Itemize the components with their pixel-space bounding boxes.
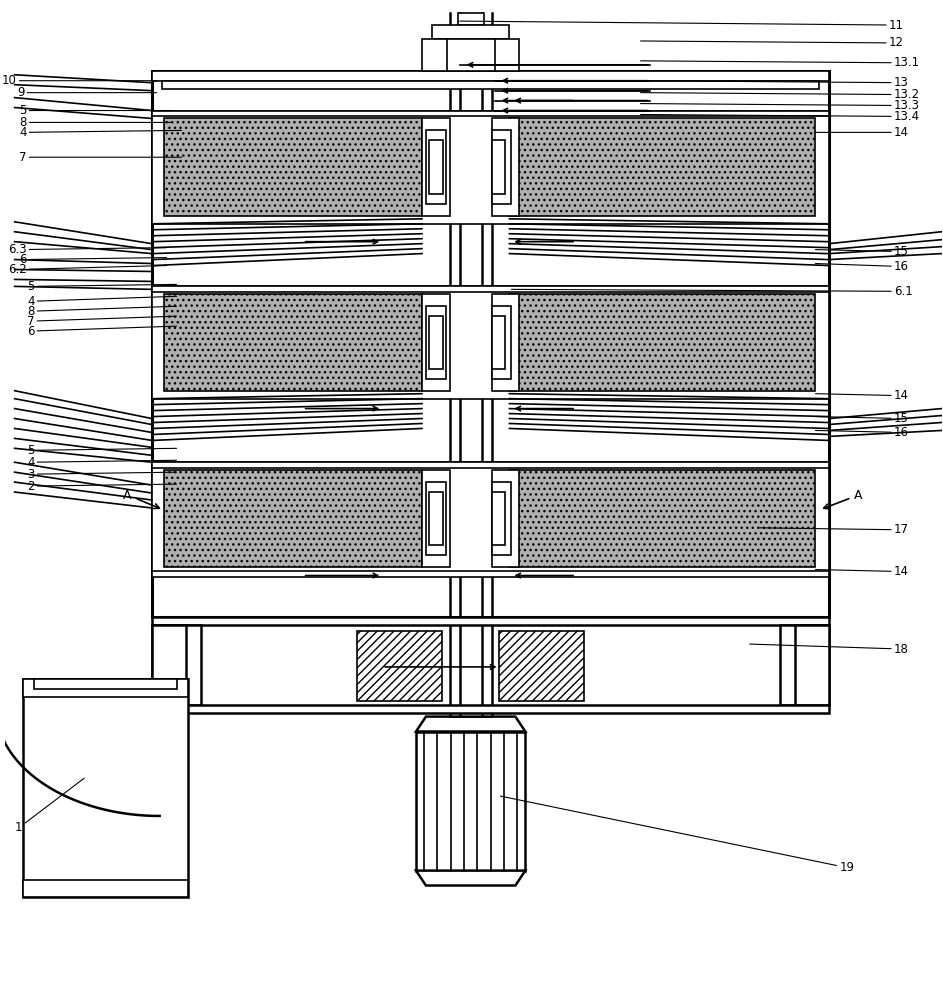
Bar bbox=[491, 482, 511, 555]
Text: 6.3: 6.3 bbox=[8, 243, 167, 256]
Text: 9: 9 bbox=[17, 86, 157, 99]
Bar bbox=[161, 81, 819, 89]
Text: 4: 4 bbox=[27, 456, 176, 469]
Text: 2: 2 bbox=[27, 480, 176, 493]
Bar bbox=[164, 118, 422, 216]
Bar bbox=[780, 625, 829, 705]
Bar bbox=[23, 679, 189, 897]
Text: 3: 3 bbox=[27, 468, 176, 481]
Text: 13: 13 bbox=[640, 76, 909, 89]
Text: 6: 6 bbox=[19, 253, 167, 266]
Bar bbox=[422, 470, 450, 567]
Bar bbox=[35, 679, 176, 689]
Bar bbox=[429, 140, 443, 194]
Bar bbox=[426, 482, 446, 555]
Bar bbox=[422, 118, 450, 216]
Bar bbox=[457, 13, 484, 25]
Bar bbox=[491, 316, 505, 369]
Bar bbox=[152, 617, 829, 625]
Bar bbox=[152, 705, 829, 713]
Bar bbox=[795, 625, 829, 705]
Bar bbox=[152, 71, 829, 81]
Bar bbox=[426, 306, 446, 379]
Text: 13.4: 13.4 bbox=[640, 110, 920, 123]
Bar bbox=[429, 316, 443, 369]
Text: A: A bbox=[124, 489, 159, 509]
Bar bbox=[152, 71, 829, 617]
Text: 5: 5 bbox=[27, 444, 176, 457]
Bar bbox=[422, 294, 450, 391]
Bar bbox=[500, 631, 584, 701]
Bar bbox=[432, 25, 509, 39]
Text: 13.3: 13.3 bbox=[640, 99, 920, 112]
Text: 10: 10 bbox=[2, 74, 157, 87]
Bar bbox=[491, 306, 511, 379]
Bar bbox=[491, 130, 511, 204]
Bar bbox=[23, 880, 189, 897]
Text: 13.2: 13.2 bbox=[640, 88, 920, 101]
Bar bbox=[509, 118, 816, 216]
Bar bbox=[152, 571, 829, 577]
Bar bbox=[23, 679, 189, 697]
Text: 12: 12 bbox=[640, 36, 904, 49]
Bar bbox=[491, 140, 505, 194]
Text: 16: 16 bbox=[816, 426, 909, 439]
Polygon shape bbox=[416, 717, 525, 732]
Bar bbox=[416, 732, 525, 871]
Text: 4: 4 bbox=[19, 126, 181, 139]
Bar bbox=[152, 625, 202, 705]
Text: 6.1: 6.1 bbox=[511, 285, 913, 298]
Text: 15: 15 bbox=[816, 245, 909, 258]
Text: 5: 5 bbox=[27, 280, 176, 293]
Text: A: A bbox=[824, 489, 863, 509]
Text: 13.1: 13.1 bbox=[640, 56, 920, 69]
Bar bbox=[164, 470, 422, 567]
Bar bbox=[152, 462, 829, 575]
Text: 6.2: 6.2 bbox=[8, 263, 167, 276]
Bar bbox=[357, 631, 442, 701]
Polygon shape bbox=[416, 871, 525, 886]
Text: 14: 14 bbox=[816, 389, 909, 402]
Text: 1: 1 bbox=[15, 778, 84, 834]
Bar bbox=[164, 294, 422, 391]
Bar bbox=[509, 294, 816, 391]
Bar bbox=[491, 492, 505, 545]
Text: 7: 7 bbox=[27, 315, 176, 328]
Bar bbox=[509, 470, 816, 567]
Text: 18: 18 bbox=[750, 643, 909, 656]
Text: 7: 7 bbox=[19, 151, 181, 164]
Bar bbox=[491, 470, 520, 567]
Text: 19: 19 bbox=[501, 796, 854, 874]
Bar bbox=[152, 286, 829, 292]
Bar bbox=[426, 130, 446, 204]
Bar bbox=[152, 462, 829, 468]
Bar bbox=[152, 111, 829, 116]
Bar bbox=[422, 39, 520, 71]
Bar bbox=[152, 625, 187, 705]
Bar bbox=[152, 286, 829, 399]
Text: 14: 14 bbox=[816, 565, 909, 578]
Bar bbox=[152, 111, 829, 224]
Bar bbox=[491, 118, 520, 216]
Text: 8: 8 bbox=[27, 305, 176, 318]
Bar bbox=[429, 492, 443, 545]
Text: 11: 11 bbox=[460, 19, 904, 32]
Text: 5: 5 bbox=[19, 104, 172, 117]
Text: 15: 15 bbox=[816, 412, 909, 425]
Text: 6: 6 bbox=[27, 325, 176, 338]
Bar bbox=[491, 294, 520, 391]
Text: 4: 4 bbox=[27, 295, 176, 308]
Text: 17: 17 bbox=[760, 523, 909, 536]
Text: 16: 16 bbox=[816, 260, 909, 273]
Text: 14: 14 bbox=[816, 126, 909, 139]
Text: 8: 8 bbox=[19, 116, 172, 129]
